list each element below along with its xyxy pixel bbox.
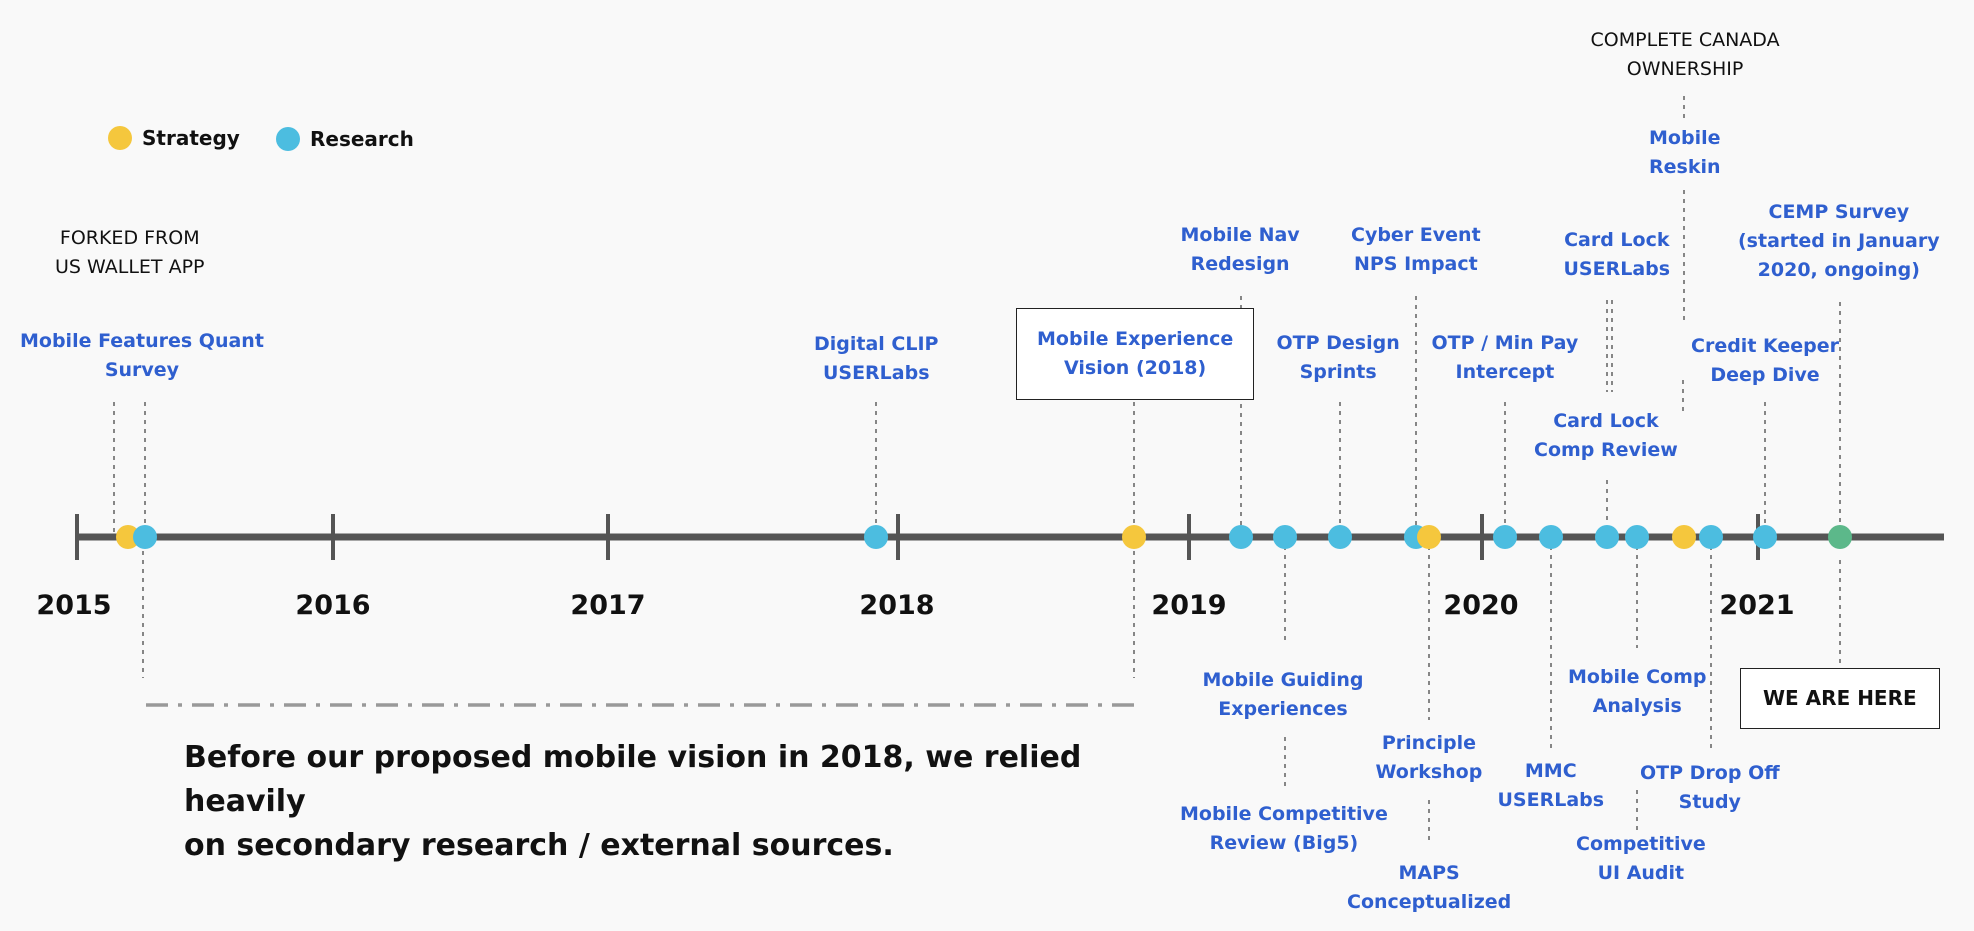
research-dot-icon [276,127,300,151]
research-event-dot [1328,525,1352,549]
event-label: Card Lock USERLabs [1563,229,1671,280]
event-label: Cyber Event NPS Impact [1351,224,1481,275]
research-event-dot [1699,525,1723,549]
year-label-2019: 2019 [1151,590,1227,621]
event-label: Mobile Competitive Review (Big5) [1180,803,1388,854]
event-label: Card Lock Comp Review [1534,410,1678,461]
research-event-dot [1753,525,1777,549]
event-label: Mobile Nav Redesign [1180,224,1300,275]
event-label: Mobile Comp Analysis [1568,666,1707,717]
event-label: Mobile Reskin [1649,127,1721,178]
event-label: OTP / Min Pay Intercept [1431,332,1579,383]
event-label: MAPS Conceptualized [1347,862,1512,913]
year-label-2015: 2015 [36,590,112,621]
research-event-dot [1539,525,1563,549]
caption-line-1: Before our proposed mobile vision in 201… [184,740,1082,819]
strategy-event-dot [1417,525,1441,549]
research-event-dot [133,525,157,549]
event-label: CEMP Survey (started in January 2020, on… [1738,201,1940,281]
year-label-2018: 2018 [859,590,935,621]
strategy-event-dot [116,525,140,549]
today-event-dot [1828,525,1852,549]
legend-strategy: Strategy [108,126,240,150]
caption-line-2: on secondary research / external sources… [184,828,894,863]
research-event-dot [1625,525,1649,549]
research-event-dot [1595,525,1619,549]
strategy-event-dot [1122,525,1146,549]
forked-note: FORKED FROM US WALLET APP [55,227,205,278]
we-are-here-label: WE ARE HERE [1740,668,1940,729]
research-event-dot [1493,525,1517,549]
year-label-2017: 2017 [570,590,646,621]
strategy-dot-icon [108,126,132,150]
event-label: OTP Design Sprints [1276,332,1400,383]
event-label: Mobile Features Quant Survey [20,330,264,381]
event-label: Digital CLIP USERLabs [814,333,939,384]
timeline-caption: Before our proposed mobile vision in 201… [184,736,1084,868]
event-label: Principle Workshop [1375,732,1483,783]
strategy-event-dot [1672,525,1696,549]
event-label: MMC USERLabs [1497,760,1605,811]
legend-strategy-label: Strategy [142,126,240,150]
research-event-dot [1229,525,1253,549]
research-event-dot [1273,525,1297,549]
event-label: Credit Keeper Deep Dive [1691,335,1840,386]
event-label: Competitive UI Audit [1576,833,1706,884]
research-event-dot [864,525,888,549]
event-label: OTP Drop Off Study [1640,762,1780,813]
legend-research-label: Research [310,127,414,151]
legend-research: Research [276,127,414,151]
year-label-2021: 2021 [1719,590,1795,621]
canada-ownership-note: COMPLETE CANADA OWNERSHIP [1590,29,1780,80]
event-label: Mobile Experience Vision (2018) [1016,308,1255,400]
event-label: Mobile Guiding Experiences [1202,669,1364,720]
year-label-2016: 2016 [295,590,371,621]
year-label-2020: 2020 [1443,590,1519,621]
